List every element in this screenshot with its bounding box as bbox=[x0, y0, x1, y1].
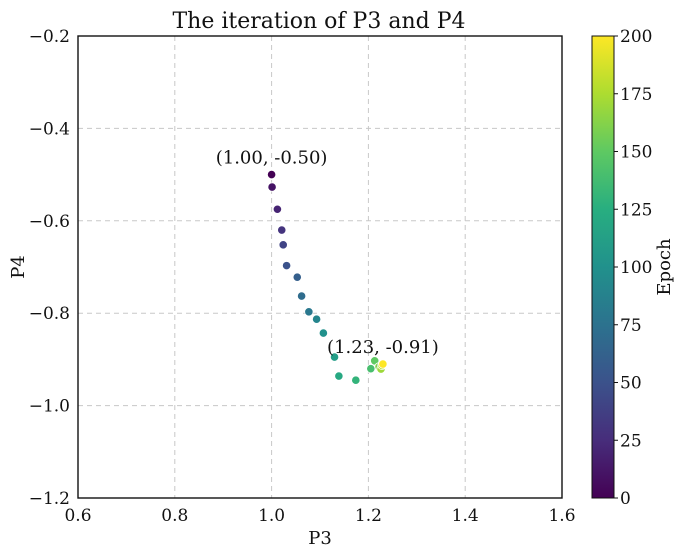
x-axis-label: P3 bbox=[308, 528, 332, 549]
colorbar-tick-label: 0 bbox=[620, 489, 631, 509]
data-points bbox=[266, 170, 388, 385]
colorbar-tick-label: 75 bbox=[620, 316, 642, 336]
start-point-annotation: (1.00, -0.50) bbox=[216, 148, 328, 169]
y-tick-label: −0.8 bbox=[29, 304, 70, 324]
data-point bbox=[329, 352, 340, 362]
data-point bbox=[267, 182, 277, 192]
colorbar-tick-label: 50 bbox=[620, 374, 642, 394]
colorbar-tick-label: 200 bbox=[620, 27, 652, 47]
x-tick-label: 1.4 bbox=[452, 506, 479, 526]
data-point bbox=[292, 272, 302, 282]
end-point-annotation: (1.23, -0.91) bbox=[327, 337, 439, 358]
plot-frame bbox=[77, 35, 563, 499]
colorbar-tick-label: 100 bbox=[620, 258, 652, 278]
data-point bbox=[272, 204, 283, 214]
y-tick-label: −1.2 bbox=[29, 489, 70, 509]
data-point bbox=[351, 375, 361, 385]
colorbar-tick-label: 25 bbox=[620, 431, 642, 451]
x-tick-label: 0.8 bbox=[161, 506, 188, 526]
colorbar-label: Epoch bbox=[654, 238, 675, 296]
x-tick-label: 1.6 bbox=[548, 506, 575, 526]
annotations: (1.00, -0.50) (1.23, -0.91) bbox=[216, 148, 439, 358]
grid bbox=[78, 36, 562, 498]
x-tick-label: 1.0 bbox=[258, 506, 285, 526]
colorbar-ticks: 0 25 50 75 100 125 150 175 200 bbox=[614, 27, 652, 509]
colorbar-tick-label: 150 bbox=[620, 143, 652, 163]
data-point bbox=[366, 364, 376, 374]
data-point bbox=[297, 291, 307, 301]
y-axis-ticks: −0.2 −0.4 −0.6 −0.8 −1.0 −1.2 bbox=[29, 27, 70, 509]
x-tick-label: 1.2 bbox=[355, 506, 382, 526]
y-tick-label: −0.4 bbox=[29, 119, 70, 139]
colorbar: 0 25 50 75 100 125 150 175 200 Epoch bbox=[591, 27, 675, 509]
data-point bbox=[312, 314, 322, 324]
colorbar-tick-label: 125 bbox=[620, 200, 652, 220]
y-tick-label: −0.2 bbox=[29, 27, 70, 47]
colorbar-tick-label: 175 bbox=[620, 85, 652, 105]
y-tick-label: −0.6 bbox=[29, 212, 70, 232]
y-axis-label: P4 bbox=[8, 255, 29, 279]
x-axis-ticks: 0.6 0.8 1.0 1.2 1.4 1.6 bbox=[64, 506, 575, 526]
data-point bbox=[278, 240, 288, 250]
data-point bbox=[266, 170, 277, 180]
data-point bbox=[304, 307, 314, 317]
y-tick-label: −1.0 bbox=[29, 397, 70, 417]
data-point bbox=[282, 261, 292, 271]
data-point bbox=[334, 371, 344, 381]
colorbar-gradient bbox=[591, 35, 615, 499]
data-point bbox=[378, 359, 388, 369]
data-point bbox=[277, 225, 287, 235]
x-tick-label: 0.6 bbox=[64, 506, 91, 526]
chart-title: The iteration of P3 and P4 bbox=[172, 9, 465, 34]
data-point bbox=[318, 328, 328, 338]
